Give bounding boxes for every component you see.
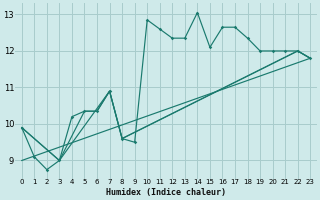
X-axis label: Humidex (Indice chaleur): Humidex (Indice chaleur) bbox=[106, 188, 226, 197]
